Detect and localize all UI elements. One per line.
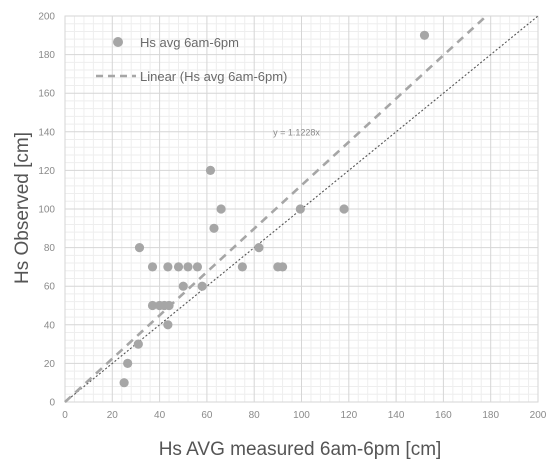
x-axis-tick-labels: 0 20 40 60 80 100 120 140 160 180 200 xyxy=(62,410,547,421)
x-tick-label: 0 xyxy=(62,410,68,421)
y-tick-label: 60 xyxy=(44,282,56,293)
data-point xyxy=(237,262,247,272)
x-tick-label: 200 xyxy=(530,410,547,421)
x-tick-label: 60 xyxy=(201,410,213,421)
data-point xyxy=(147,300,158,311)
x-tick-label: 20 xyxy=(107,410,119,421)
x-tick-label: 160 xyxy=(435,410,452,421)
legend-label-scatter: Hs avg 6am-6pm xyxy=(140,35,239,50)
x-tick-label: 180 xyxy=(482,410,499,421)
x-axis-title: Hs AVG measured 6am-6pm [cm] xyxy=(159,439,442,460)
data-point xyxy=(277,262,288,272)
data-point xyxy=(192,262,203,272)
data-points xyxy=(119,30,430,388)
y-tick-label: 20 xyxy=(44,359,56,370)
data-point xyxy=(173,262,184,272)
y-tick-label: 120 xyxy=(38,166,55,177)
y-axis-title: Hs Observed [cm] xyxy=(12,132,33,284)
data-point xyxy=(119,378,129,388)
y-tick-label: 40 xyxy=(44,320,56,331)
y-axis-tick-labels: 0 20 40 60 80 100 120 140 160 180 200 xyxy=(38,12,55,409)
y-tick-label: 160 xyxy=(38,89,55,100)
data-point xyxy=(295,204,305,214)
y-tick-label: 0 xyxy=(49,398,55,409)
trendline-equation-label: y = 1.1228x xyxy=(273,128,320,138)
data-point xyxy=(339,204,349,214)
data-point xyxy=(216,204,226,214)
data-point xyxy=(205,165,216,175)
y-tick-label: 180 xyxy=(38,50,55,61)
data-point xyxy=(134,243,145,253)
x-tick-label: 40 xyxy=(154,410,166,421)
y-tick-label: 100 xyxy=(38,205,55,216)
data-point xyxy=(254,243,264,253)
data-point xyxy=(133,339,143,349)
data-point xyxy=(197,281,207,291)
plot-area-border xyxy=(64,15,539,403)
data-point xyxy=(123,358,133,368)
x-tick-label: 120 xyxy=(340,410,357,421)
x-tick-label: 140 xyxy=(388,410,405,421)
data-point xyxy=(178,281,188,291)
data-point xyxy=(163,320,173,330)
data-point xyxy=(209,223,219,233)
y-tick-label: 200 xyxy=(38,12,55,23)
x-tick-label: 100 xyxy=(293,410,310,421)
data-point xyxy=(164,300,174,311)
data-point xyxy=(183,262,193,272)
legend-label-trendline: Linear (Hs avg 6am-6pm) xyxy=(140,69,287,84)
data-point xyxy=(147,262,158,272)
linear-trendline xyxy=(64,15,488,403)
x-tick-label: 80 xyxy=(249,410,261,421)
data-point xyxy=(163,262,173,272)
trendline xyxy=(64,15,488,403)
legend-marker-scatter xyxy=(113,37,123,47)
annotations: y = 1.1228x xyxy=(273,128,320,138)
y-tick-label: 140 xyxy=(38,127,55,138)
major-grid xyxy=(64,15,539,403)
y-tick-label: 80 xyxy=(44,243,56,254)
data-point xyxy=(419,30,430,40)
legend: Hs avg 6am-6pm Linear (Hs avg 6am-6pm) xyxy=(96,35,287,84)
